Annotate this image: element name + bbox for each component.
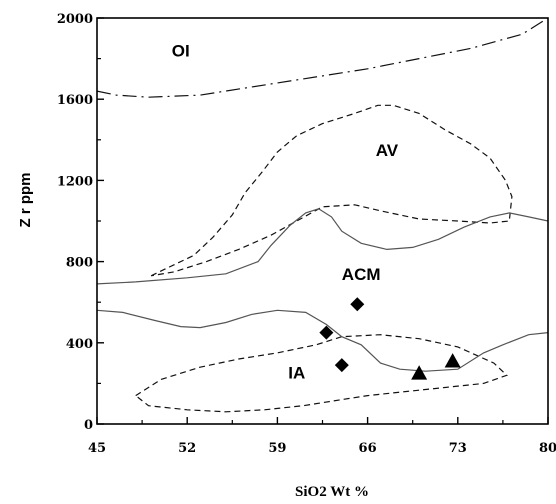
field-label-acm: ACM	[342, 265, 381, 284]
x-tick-label: 52	[178, 441, 196, 456]
boundary-line-4	[96, 208, 549, 285]
boundary-line-5	[96, 309, 549, 372]
diamond-marker	[334, 358, 349, 373]
x-tick-label: 45	[88, 441, 106, 456]
boundary-line-3	[135, 334, 508, 413]
boundary-line-2	[150, 104, 513, 277]
triangle-marker	[444, 353, 461, 368]
sample-points	[319, 297, 461, 380]
y-tick-label: 2000	[57, 12, 93, 27]
x-tick-label: 73	[449, 441, 467, 456]
field-labels: OI AV ACM IA	[172, 42, 399, 383]
y-tick-label: 0	[84, 418, 93, 433]
x-axis-title: SiO2 Wt %	[295, 484, 369, 500]
y-axis-title: Z r ppm	[17, 173, 34, 228]
x-tick-label: 80	[539, 441, 556, 456]
diamond-marker	[319, 325, 334, 340]
field-label-ia: IA	[288, 363, 305, 382]
y-tick-label: 1600	[57, 93, 93, 108]
x-tick-label: 66	[359, 441, 377, 456]
x-tick-label: 59	[268, 441, 286, 456]
boundary-line-1	[96, 17, 549, 98]
field-label-av: AV	[376, 141, 399, 160]
field-boundaries	[96, 17, 549, 413]
y-tick-label: 800	[66, 256, 93, 271]
triangle-marker	[411, 365, 428, 380]
y-tick-label: 400	[66, 337, 93, 352]
field-label-oi: OI	[172, 42, 190, 61]
diamond-marker	[350, 297, 365, 312]
y-tick-label: 1200	[57, 174, 93, 189]
